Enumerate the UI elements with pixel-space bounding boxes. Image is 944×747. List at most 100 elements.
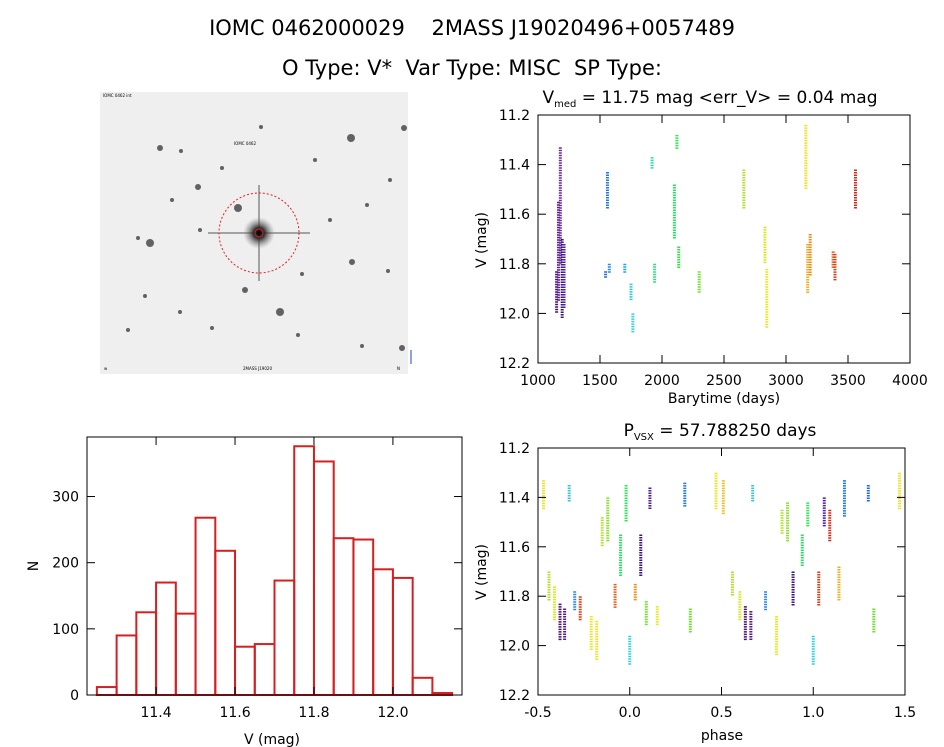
background-star [386,269,390,273]
x-tick-label: -0.5 [524,705,551,721]
histogram-bar [115,634,138,697]
background-star [349,259,355,265]
background-star [296,333,300,337]
y-tick-label: 0 [70,688,79,704]
background-star [143,294,147,298]
phased-xlabel: phase [701,728,743,744]
phased-axes-frame [537,447,906,696]
finder-orientation-w: w [104,366,108,371]
histogram-bar [214,549,237,696]
histogram-ticks: 11.4 11.6 11.8 12.0 0 100 200 300 [52,437,462,721]
histogram-ylabel: N [26,561,42,571]
histogram-bar [312,460,335,696]
x-tick-label: 12.0 [377,705,408,721]
histogram-xlabel: V (mag) [244,732,300,747]
background-star [198,228,202,232]
background-star [157,145,163,151]
background-star [388,178,392,182]
histogram-bar [332,537,355,697]
background-star [276,308,284,316]
target-circle-marker [218,192,300,274]
histogram-bar [253,643,276,696]
target-star [208,185,310,281]
histogram-bar [95,686,118,696]
background-star [195,184,201,190]
background-star [210,326,214,330]
y-tick-label: 12.2 [499,688,530,704]
chart-title-types: O Type: V* Var Type: MISC SP Type: [282,56,662,80]
background-star [328,218,332,222]
target-star-core [243,217,275,249]
background-star [220,166,224,170]
y-tick-label: 11.8 [499,589,530,605]
y-tick-label: 100 [52,622,79,638]
lightcurve-axes-frame [537,114,911,364]
histogram-bar [273,579,296,696]
x-tick-label: 3000 [768,373,804,389]
y-tick-label: 11.4 [499,490,530,506]
histogram-bar [391,576,414,697]
background-star [234,204,242,212]
x-tick-label: 11.4 [140,705,171,721]
chart-title-identifiers: IOMC 0462000029 2MASS J19020496+0057489 [209,16,735,40]
phased-title: PVSX = 57.788250 days [624,421,817,443]
x-tick-label: 0.5 [710,705,732,721]
histogram-bar [234,645,256,697]
histogram-bar [372,568,394,696]
finder-chart: IOMC 0462 int IOMC 0462 w 2MASS J19020 N [100,92,412,374]
background-star [259,125,263,129]
histogram-bar [411,676,434,696]
histogram-bar [135,611,158,696]
lightcurve-panel: Vmed = 11.75 mag <err_V> = 0.04 mag 1000… [474,88,928,407]
lightcurve-ylabel: V (mag) [474,212,490,268]
background-star [313,158,317,162]
y-tick-label: 12.2 [499,356,530,372]
x-tick-label: 4000 [892,373,928,389]
phased-panel: PVSX = 57.788250 days -0.5 0.0 0.5 1.0 1.5 11… [474,421,916,744]
x-tick-label: 11.6 [219,705,250,721]
background-star [170,198,174,202]
x-tick-label: 2000 [644,373,680,389]
histogram-panel: 11.4 11.6 11.8 12.0 0 100 200 300 V (mag) N [26,436,463,747]
phased-ticks: -0.5 0.0 0.5 1.0 1.5 11.2 11.4 11.6 11.8 12.0 12.2 [499,441,916,721]
y-tick-label: 11.2 [499,108,530,124]
background-star [136,236,140,240]
background-star [178,310,182,314]
histogram-bar [293,445,315,696]
y-tick-label: 12.0 [499,639,530,655]
background-star [347,134,355,142]
background-star [360,344,364,348]
finder-orientation-n: N [397,366,400,371]
x-tick-label: 2500 [706,373,742,389]
histogram-bar [174,612,197,697]
lightcurve-xlabel: Barytime (days) [668,391,780,407]
background-star [242,287,248,293]
y-tick-label: 11.8 [499,257,530,273]
x-tick-label: 1500 [582,373,618,389]
finder-bottom-label: 2MASS J19020 [243,366,272,371]
background-star [365,203,369,207]
background-star [146,239,154,247]
background-star [179,149,183,153]
y-tick-label: 11.4 [499,158,530,174]
x-tick-label: 1.5 [894,705,916,721]
y-tick-label: 12.0 [499,306,530,322]
y-tick-label: 11.6 [499,207,530,223]
x-tick-label: 3500 [830,373,866,389]
background-star [126,328,130,332]
target-center-marker [254,228,264,238]
phased-ylabel: V (mag) [474,544,490,600]
lightcurve-points [555,124,857,334]
lightcurve-ticks: 1000 1500 2000 2500 3000 3500 4000 11.2 11.4 11.6… [499,108,928,389]
finder-corner-label: IOMC 0462 int [103,93,132,98]
x-tick-label: 0.0 [619,705,641,721]
background-star [401,125,407,131]
lightcurve-title: Vmed = 11.75 mag <err_V> = 0.04 mag [542,88,877,110]
y-tick-label: 200 [52,556,79,572]
background-star [300,272,304,276]
y-tick-label: 11.6 [499,540,530,556]
histogram-bar [155,581,177,696]
y-tick-label: 300 [52,490,79,506]
histogram-axes-frame [86,436,463,696]
